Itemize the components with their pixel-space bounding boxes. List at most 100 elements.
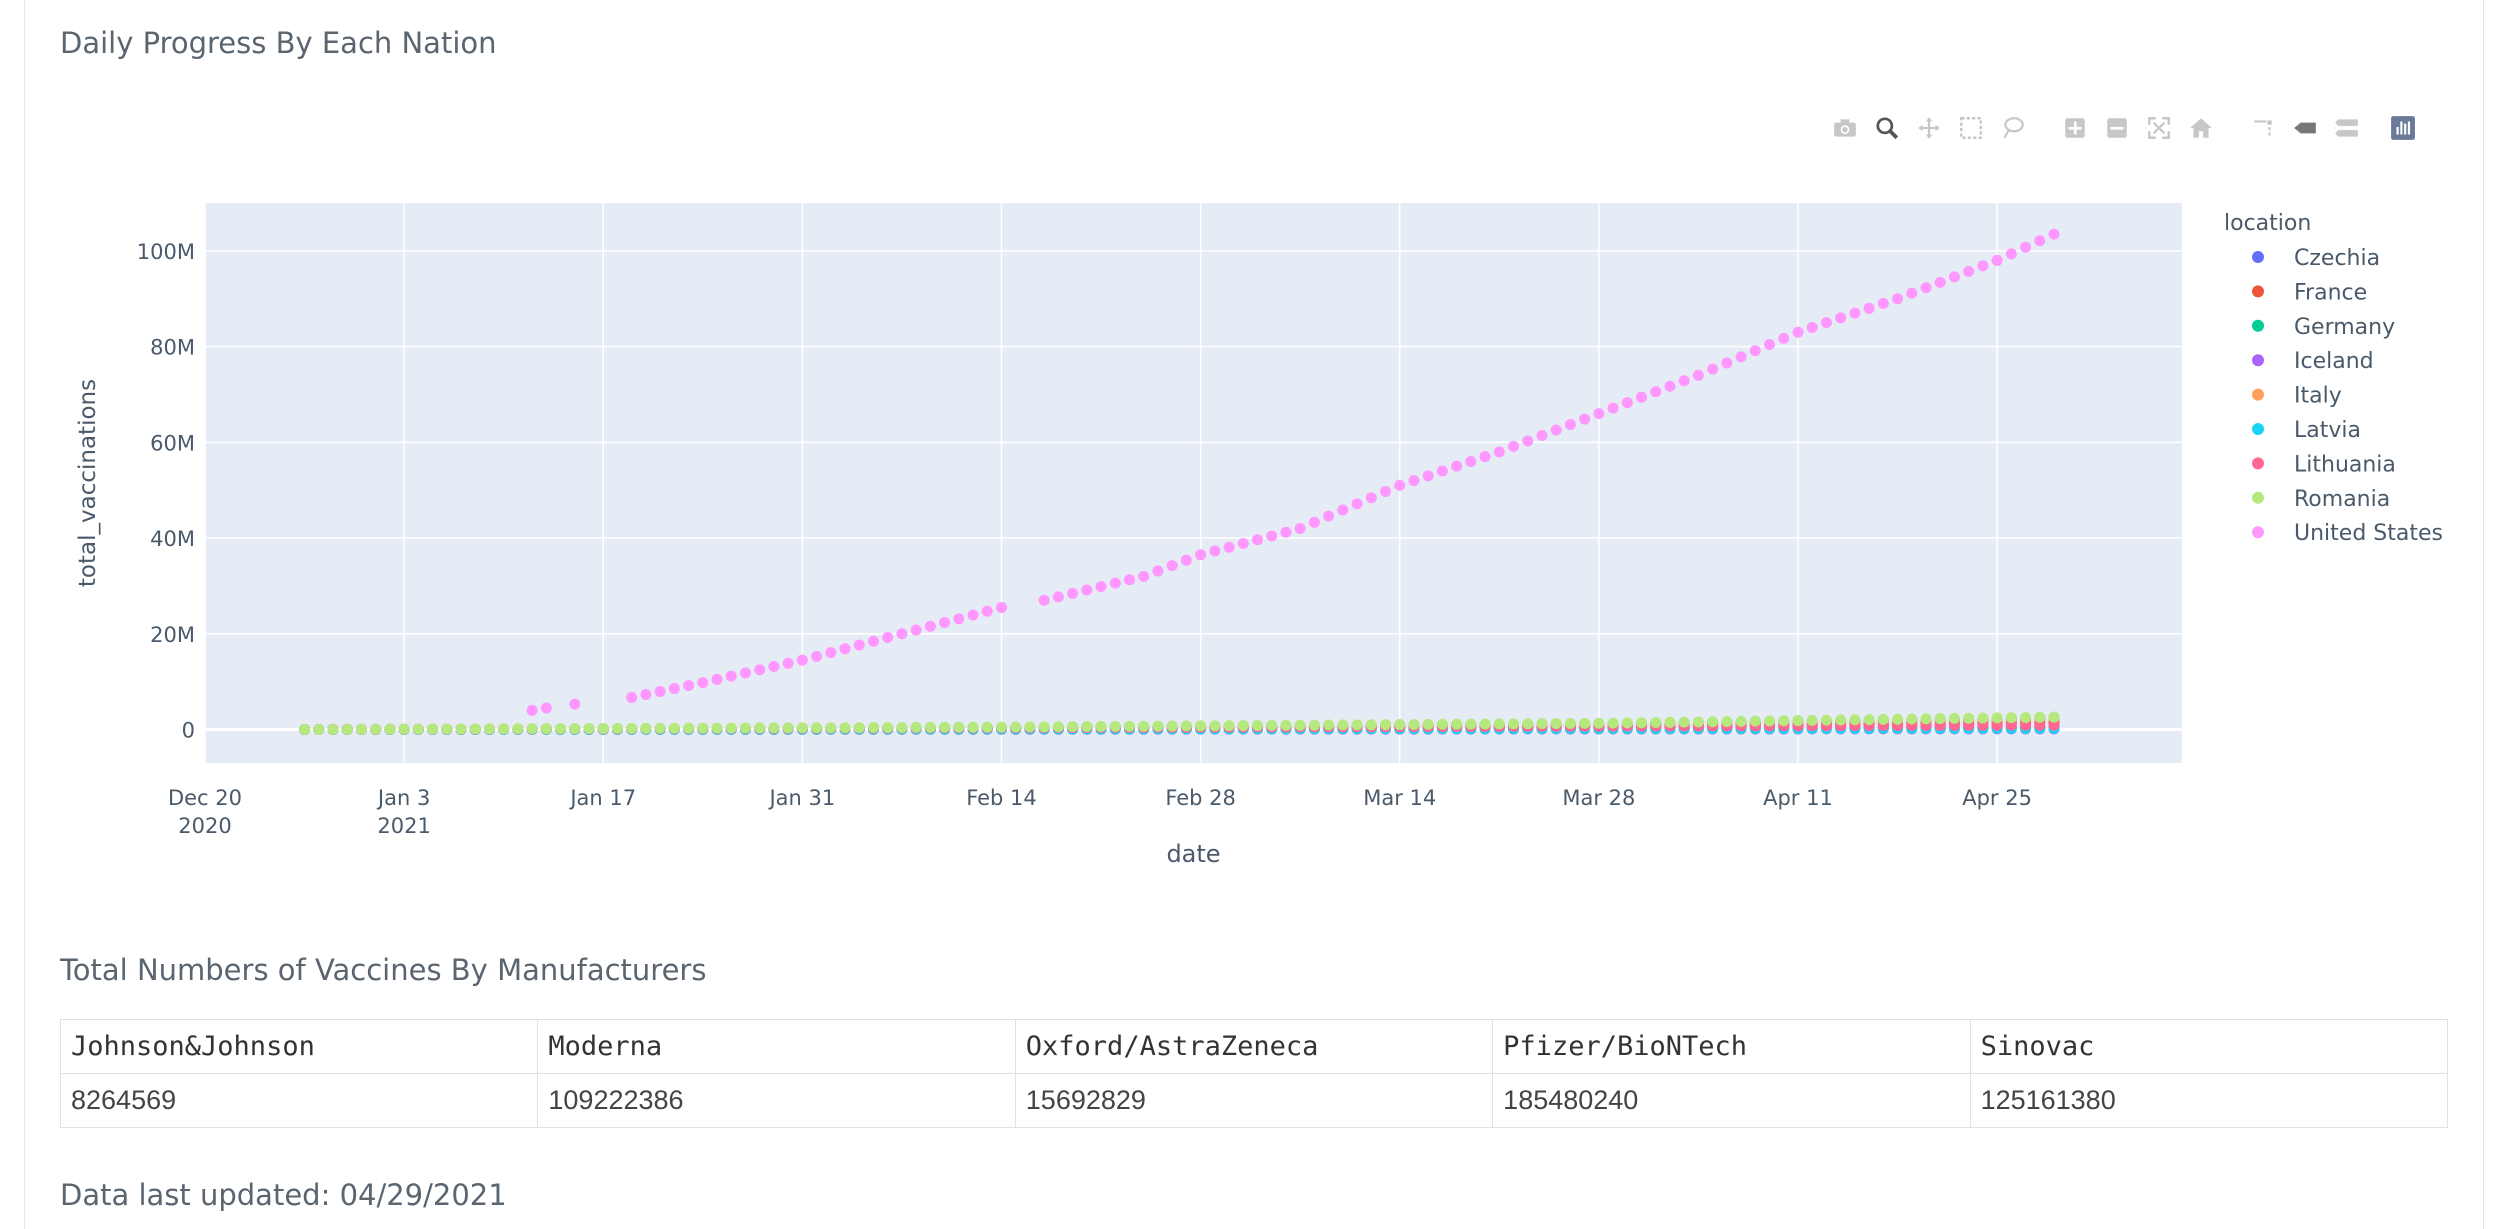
data-point[interactable] (1138, 570, 1150, 582)
data-point[interactable] (1977, 712, 1989, 724)
data-point[interactable] (1451, 718, 1463, 730)
data-point[interactable] (1621, 397, 1633, 409)
data-point[interactable] (754, 664, 766, 676)
legend-item[interactable]: Czechia (2252, 246, 2380, 271)
hover-closest-icon[interactable] (2286, 110, 2324, 146)
data-point[interactable] (2005, 248, 2017, 260)
data-point[interactable] (1280, 719, 1292, 731)
data-point[interactable] (1266, 530, 1278, 542)
data-point[interactable] (1123, 720, 1135, 732)
reset-axes-icon[interactable] (2182, 110, 2220, 146)
data-point[interactable] (2020, 719, 2032, 731)
data-point[interactable] (2034, 711, 2046, 723)
data-point[interactable] (2034, 719, 2046, 731)
legend-item[interactable]: Latvia (2252, 418, 2361, 443)
data-point[interactable] (569, 723, 581, 735)
data-point[interactable] (1323, 719, 1335, 731)
data-point[interactable] (1564, 717, 1576, 729)
data-point[interactable] (1877, 298, 1889, 310)
data-point[interactable] (1166, 560, 1178, 572)
data-point[interactable] (1579, 413, 1591, 425)
data-point[interactable] (327, 723, 339, 735)
data-point[interactable] (1835, 312, 1847, 324)
data-point[interactable] (754, 722, 766, 734)
data-point[interactable] (2020, 711, 2032, 723)
box-select-icon[interactable] (1952, 110, 1990, 146)
data-point[interactable] (1948, 712, 1960, 724)
data-point[interactable] (1152, 565, 1164, 577)
data-point[interactable] (1948, 271, 1960, 283)
data-point[interactable] (1749, 345, 1761, 357)
table-header-cell[interactable]: Johnson&Johnson (59, 1019, 539, 1074)
data-point[interactable] (697, 677, 709, 689)
data-point[interactable] (384, 723, 396, 735)
data-point[interactable] (412, 723, 424, 735)
table-header-cell[interactable]: Pfizer/BioNTech (1492, 1019, 1971, 1074)
data-point[interactable] (299, 723, 311, 735)
data-point[interactable] (1636, 391, 1648, 403)
data-point[interactable] (1422, 470, 1434, 482)
data-point[interactable] (2005, 719, 2017, 731)
data-point[interactable] (683, 680, 695, 692)
data-point[interactable] (1664, 380, 1676, 392)
data-point[interactable] (1735, 351, 1747, 363)
data-point[interactable] (1820, 714, 1832, 726)
data-point[interactable] (939, 721, 951, 733)
table-header-cell[interactable]: Oxford/AstraZeneca (1014, 1019, 1494, 1074)
data-point[interactable] (654, 685, 666, 697)
data-point[interactable] (1508, 718, 1520, 730)
data-point[interactable] (341, 723, 353, 735)
data-point[interactable] (555, 723, 567, 735)
data-point[interactable] (1593, 717, 1605, 729)
data-point[interactable] (811, 650, 823, 662)
data-point[interactable] (1394, 719, 1406, 731)
data-point[interactable] (455, 723, 467, 735)
data-point[interactable] (1493, 446, 1505, 458)
autoscale-icon[interactable] (2140, 110, 2178, 146)
data-point[interactable] (1408, 475, 1420, 487)
data-point[interactable] (611, 722, 623, 734)
data-point[interactable] (1394, 479, 1406, 491)
data-point[interactable] (1721, 716, 1733, 728)
data-point[interactable] (1223, 720, 1235, 732)
data-point[interactable] (1678, 375, 1690, 387)
data-point[interactable] (1550, 718, 1562, 730)
data-point[interactable] (811, 722, 823, 734)
data-point[interactable] (1138, 720, 1150, 732)
data-point[interactable] (355, 723, 367, 735)
data-point[interactable] (981, 721, 993, 733)
data-point[interactable] (1081, 584, 1093, 596)
data-point[interactable] (1180, 554, 1192, 566)
data-point[interactable] (1166, 720, 1178, 732)
data-point[interactable] (1479, 718, 1491, 730)
data-point[interactable] (782, 657, 794, 669)
data-point[interactable] (1863, 302, 1875, 314)
data-point[interactable] (1906, 287, 1918, 299)
data-point[interactable] (640, 722, 652, 734)
data-point[interactable] (1934, 276, 1946, 288)
camera-icon[interactable] (1826, 110, 1864, 146)
data-point[interactable] (2020, 241, 2032, 253)
data-point[interactable] (1038, 594, 1050, 606)
data-point[interactable] (1010, 721, 1022, 733)
data-point[interactable] (626, 722, 638, 734)
data-point[interactable] (2048, 228, 2060, 240)
data-point[interactable] (1123, 574, 1135, 586)
data-point[interactable] (683, 722, 695, 734)
plotly-logo-icon[interactable] (2384, 110, 2422, 146)
data-point[interactable] (825, 647, 837, 659)
data-point[interactable] (512, 723, 524, 735)
data-point[interactable] (1536, 429, 1548, 441)
data-point[interactable] (711, 673, 723, 685)
data-point[interactable] (1252, 719, 1264, 731)
data-point[interactable] (441, 723, 453, 735)
data-point[interactable] (896, 628, 908, 640)
data-point[interactable] (1451, 460, 1463, 472)
data-point[interactable] (867, 722, 879, 734)
data-point[interactable] (1266, 719, 1278, 731)
data-point[interactable] (981, 605, 993, 617)
data-point[interactable] (1707, 363, 1719, 375)
data-point[interactable] (967, 721, 979, 733)
legend-item[interactable]: Romania (2252, 487, 2390, 512)
data-point[interactable] (1351, 498, 1363, 510)
